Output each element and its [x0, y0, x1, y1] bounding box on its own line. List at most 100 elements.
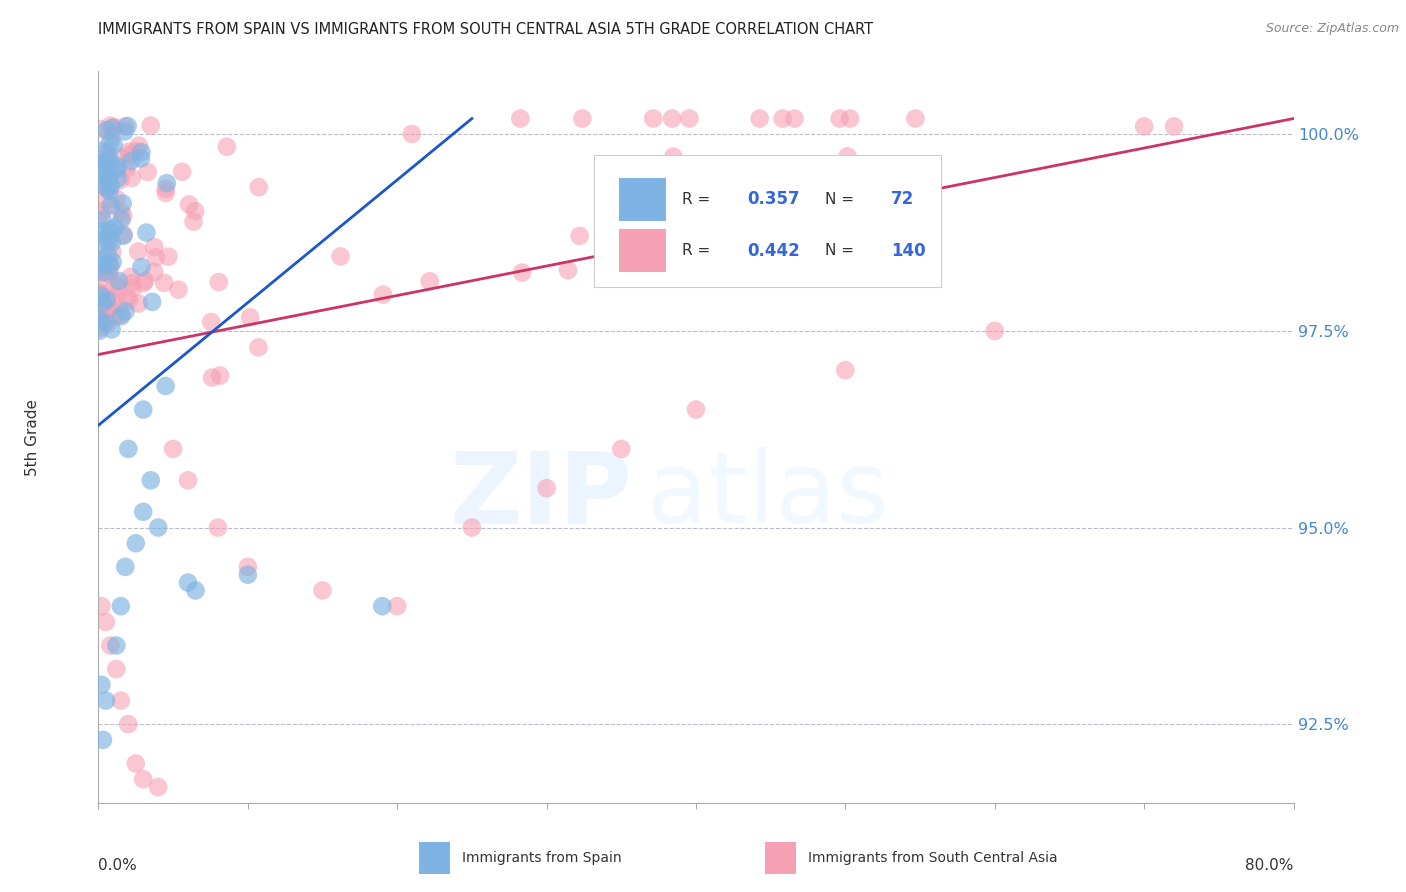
- Point: [114, 120, 136, 134]
- Point: [132, 772, 155, 787]
- Point: [111, 196, 134, 211]
- Point: [105, 310, 128, 324]
- Point: [89, 252, 111, 266]
- Point: [118, 148, 141, 162]
- Point: [90, 287, 112, 301]
- Point: [97, 169, 120, 184]
- Point: [247, 180, 270, 194]
- Point: [96, 180, 118, 194]
- Point: [107, 274, 129, 288]
- Point: [200, 315, 222, 329]
- Point: [104, 220, 127, 235]
- Point: [107, 171, 129, 186]
- Point: [89, 312, 111, 326]
- Point: [100, 178, 122, 193]
- Point: [89, 324, 111, 338]
- Point: [834, 363, 856, 377]
- Point: [536, 481, 558, 495]
- Point: [661, 112, 683, 126]
- Point: [129, 151, 152, 165]
- Point: [89, 208, 111, 222]
- Text: 0.357: 0.357: [748, 190, 800, 209]
- Point: [117, 119, 139, 133]
- Point: [131, 260, 153, 274]
- Point: [748, 112, 770, 126]
- Point: [96, 159, 118, 173]
- Point: [128, 138, 150, 153]
- Point: [215, 140, 238, 154]
- Point: [96, 293, 118, 307]
- Point: [90, 599, 112, 614]
- Point: [135, 226, 157, 240]
- Point: [127, 244, 149, 259]
- Point: [93, 224, 115, 238]
- Point: [1133, 120, 1156, 134]
- Point: [143, 240, 166, 254]
- Point: [96, 182, 118, 196]
- Point: [110, 308, 132, 322]
- Point: [90, 678, 112, 692]
- Point: [100, 226, 122, 240]
- Point: [115, 162, 138, 177]
- Point: [179, 197, 201, 211]
- Point: [96, 123, 118, 137]
- Point: [184, 583, 207, 598]
- Point: [105, 290, 128, 304]
- Point: [678, 112, 700, 126]
- Text: Source: ZipAtlas.com: Source: ZipAtlas.com: [1265, 22, 1399, 36]
- Point: [94, 306, 117, 320]
- Text: atlas: atlas: [647, 447, 889, 544]
- Text: N =: N =: [825, 192, 859, 207]
- Point: [783, 112, 806, 126]
- Point: [132, 505, 155, 519]
- Point: [100, 130, 122, 145]
- Point: [101, 244, 124, 259]
- Point: [100, 235, 122, 250]
- Point: [114, 124, 136, 138]
- Point: [90, 289, 112, 303]
- Point: [145, 251, 167, 265]
- Point: [96, 154, 118, 169]
- Point: [828, 112, 851, 126]
- Point: [89, 144, 111, 158]
- Point: [94, 303, 117, 318]
- Point: [98, 136, 121, 150]
- Point: [236, 559, 259, 574]
- Point: [141, 294, 163, 309]
- Point: [157, 250, 180, 264]
- Point: [839, 112, 862, 126]
- Point: [371, 599, 394, 614]
- Point: [96, 317, 118, 331]
- Point: [153, 276, 176, 290]
- Point: [419, 274, 441, 288]
- Point: [118, 293, 141, 307]
- Point: [98, 184, 121, 198]
- Point: [128, 296, 150, 310]
- Point: [643, 112, 665, 126]
- Point: [105, 639, 128, 653]
- Point: [91, 162, 114, 177]
- Point: [984, 324, 1007, 338]
- Point: [112, 209, 135, 223]
- Point: [571, 112, 593, 126]
- Point: [155, 186, 177, 200]
- Point: [98, 258, 121, 272]
- Point: [107, 159, 129, 173]
- Point: [101, 121, 124, 136]
- Text: 80.0%: 80.0%: [1246, 858, 1294, 873]
- Point: [121, 170, 143, 185]
- Point: [93, 309, 115, 323]
- Point: [112, 228, 135, 243]
- Point: [103, 138, 125, 153]
- Point: [401, 127, 423, 141]
- Point: [89, 285, 111, 300]
- Point: [110, 309, 132, 323]
- Point: [94, 295, 117, 310]
- Point: [91, 296, 114, 310]
- Point: [90, 265, 112, 279]
- Point: [118, 145, 141, 159]
- Point: [120, 269, 142, 284]
- Point: [239, 310, 262, 325]
- Point: [183, 214, 205, 228]
- Point: [100, 259, 122, 273]
